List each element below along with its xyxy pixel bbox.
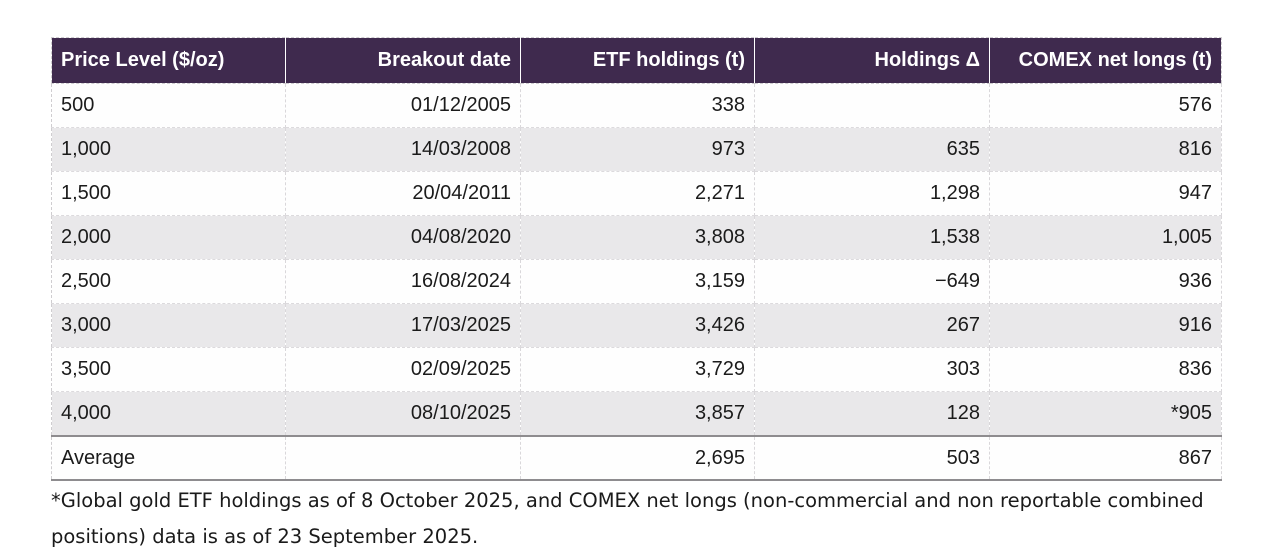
table-row: 2,000 04/08/2020 3,808 1,538 1,005 [51, 215, 1222, 260]
cell-holdings-delta: 303 [754, 347, 990, 392]
cell-holdings-delta: 1,298 [754, 171, 990, 216]
cell-breakout-date: 14/03/2008 [285, 127, 521, 172]
cell-etf-holdings: 3,426 [520, 303, 755, 348]
column-header-comex-net-longs: COMEX net longs (t) [989, 37, 1222, 84]
cell-holdings-delta: −649 [754, 259, 990, 304]
cell-price-level: 1,000 [51, 127, 286, 172]
cell-breakout-date: 16/08/2024 [285, 259, 521, 304]
cell-comex-net-longs: 576 [989, 83, 1222, 128]
cell-holdings-delta [754, 83, 990, 128]
cell-price-level: 3,000 [51, 303, 286, 348]
cell-comex-net-longs: 916 [989, 303, 1222, 348]
cell-price-level: 3,500 [51, 347, 286, 392]
cell-breakout-date: 04/08/2020 [285, 215, 521, 260]
cell-breakout-date: 02/09/2025 [285, 347, 521, 392]
cell-breakout-date: 01/12/2005 [285, 83, 521, 128]
gold-breakout-table: Price Level ($/oz) Breakout date ETF hol… [51, 37, 1222, 481]
cell-comex-net-longs: *905 [989, 391, 1222, 437]
table-row: 3,500 02/09/2025 3,729 303 836 [51, 347, 1222, 392]
cell-comex-net-longs: 816 [989, 127, 1222, 172]
table-row: 2,500 16/08/2024 3,159 −649 936 [51, 259, 1222, 304]
cell-breakout-date: 17/03/2025 [285, 303, 521, 348]
cell-breakout-date [285, 435, 521, 481]
cell-breakout-date: 08/10/2025 [285, 391, 521, 437]
cell-etf-holdings: 3,857 [520, 391, 755, 437]
cell-breakout-date: 20/04/2011 [285, 171, 521, 216]
cell-comex-net-longs: 867 [989, 435, 1222, 481]
cell-price-level: 2,000 [51, 215, 286, 260]
table-row: 500 01/12/2005 338 576 [51, 83, 1222, 128]
column-header-holdings-delta: Holdings Δ [754, 37, 990, 84]
table-row: 3,000 17/03/2025 3,426 267 916 [51, 303, 1222, 348]
cell-holdings-delta: 1,538 [754, 215, 990, 260]
table-row-average: Average 2,695 503 867 [51, 435, 1222, 481]
cell-etf-holdings: 3,729 [520, 347, 755, 392]
column-header-etf-holdings: ETF holdings (t) [520, 37, 755, 84]
cell-holdings-delta: 128 [754, 391, 990, 437]
cell-price-level: 4,000 [51, 391, 286, 437]
header-row: Price Level ($/oz) Breakout date ETF hol… [51, 37, 1222, 84]
cell-comex-net-longs: 936 [989, 259, 1222, 304]
cell-holdings-delta: 267 [754, 303, 990, 348]
cell-etf-holdings: 338 [520, 83, 755, 128]
cell-etf-holdings: 2,695 [520, 435, 755, 481]
cell-price-level: 1,500 [51, 171, 286, 216]
column-header-price-level: Price Level ($/oz) [51, 37, 286, 84]
cell-comex-net-longs: 836 [989, 347, 1222, 392]
cell-holdings-delta: 503 [754, 435, 990, 481]
table-row: 1,500 20/04/2011 2,271 1,298 947 [51, 171, 1222, 216]
cell-comex-net-longs: 1,005 [989, 215, 1222, 260]
cell-price-level: 2,500 [51, 259, 286, 304]
cell-etf-holdings: 3,808 [520, 215, 755, 260]
column-header-breakout-date: Breakout date [285, 37, 521, 84]
table-row: 4,000 08/10/2025 3,857 128 *905 [51, 391, 1222, 437]
cell-price-level: 500 [51, 83, 286, 128]
table-body: 500 01/12/2005 338 576 1,000 14/03/2008 … [51, 83, 1222, 481]
cell-etf-holdings: 973 [520, 127, 755, 172]
footnote: *Global gold ETF holdings as of 8 Octobe… [51, 489, 1204, 548]
cell-comex-net-longs: 947 [989, 171, 1222, 216]
cell-etf-holdings: 2,271 [520, 171, 755, 216]
cell-etf-holdings: 3,159 [520, 259, 755, 304]
cell-price-level: Average [51, 435, 286, 481]
table-row: 1,000 14/03/2008 973 635 816 [51, 127, 1222, 172]
table-header: Price Level ($/oz) Breakout date ETF hol… [51, 37, 1222, 84]
cell-holdings-delta: 635 [754, 127, 990, 172]
